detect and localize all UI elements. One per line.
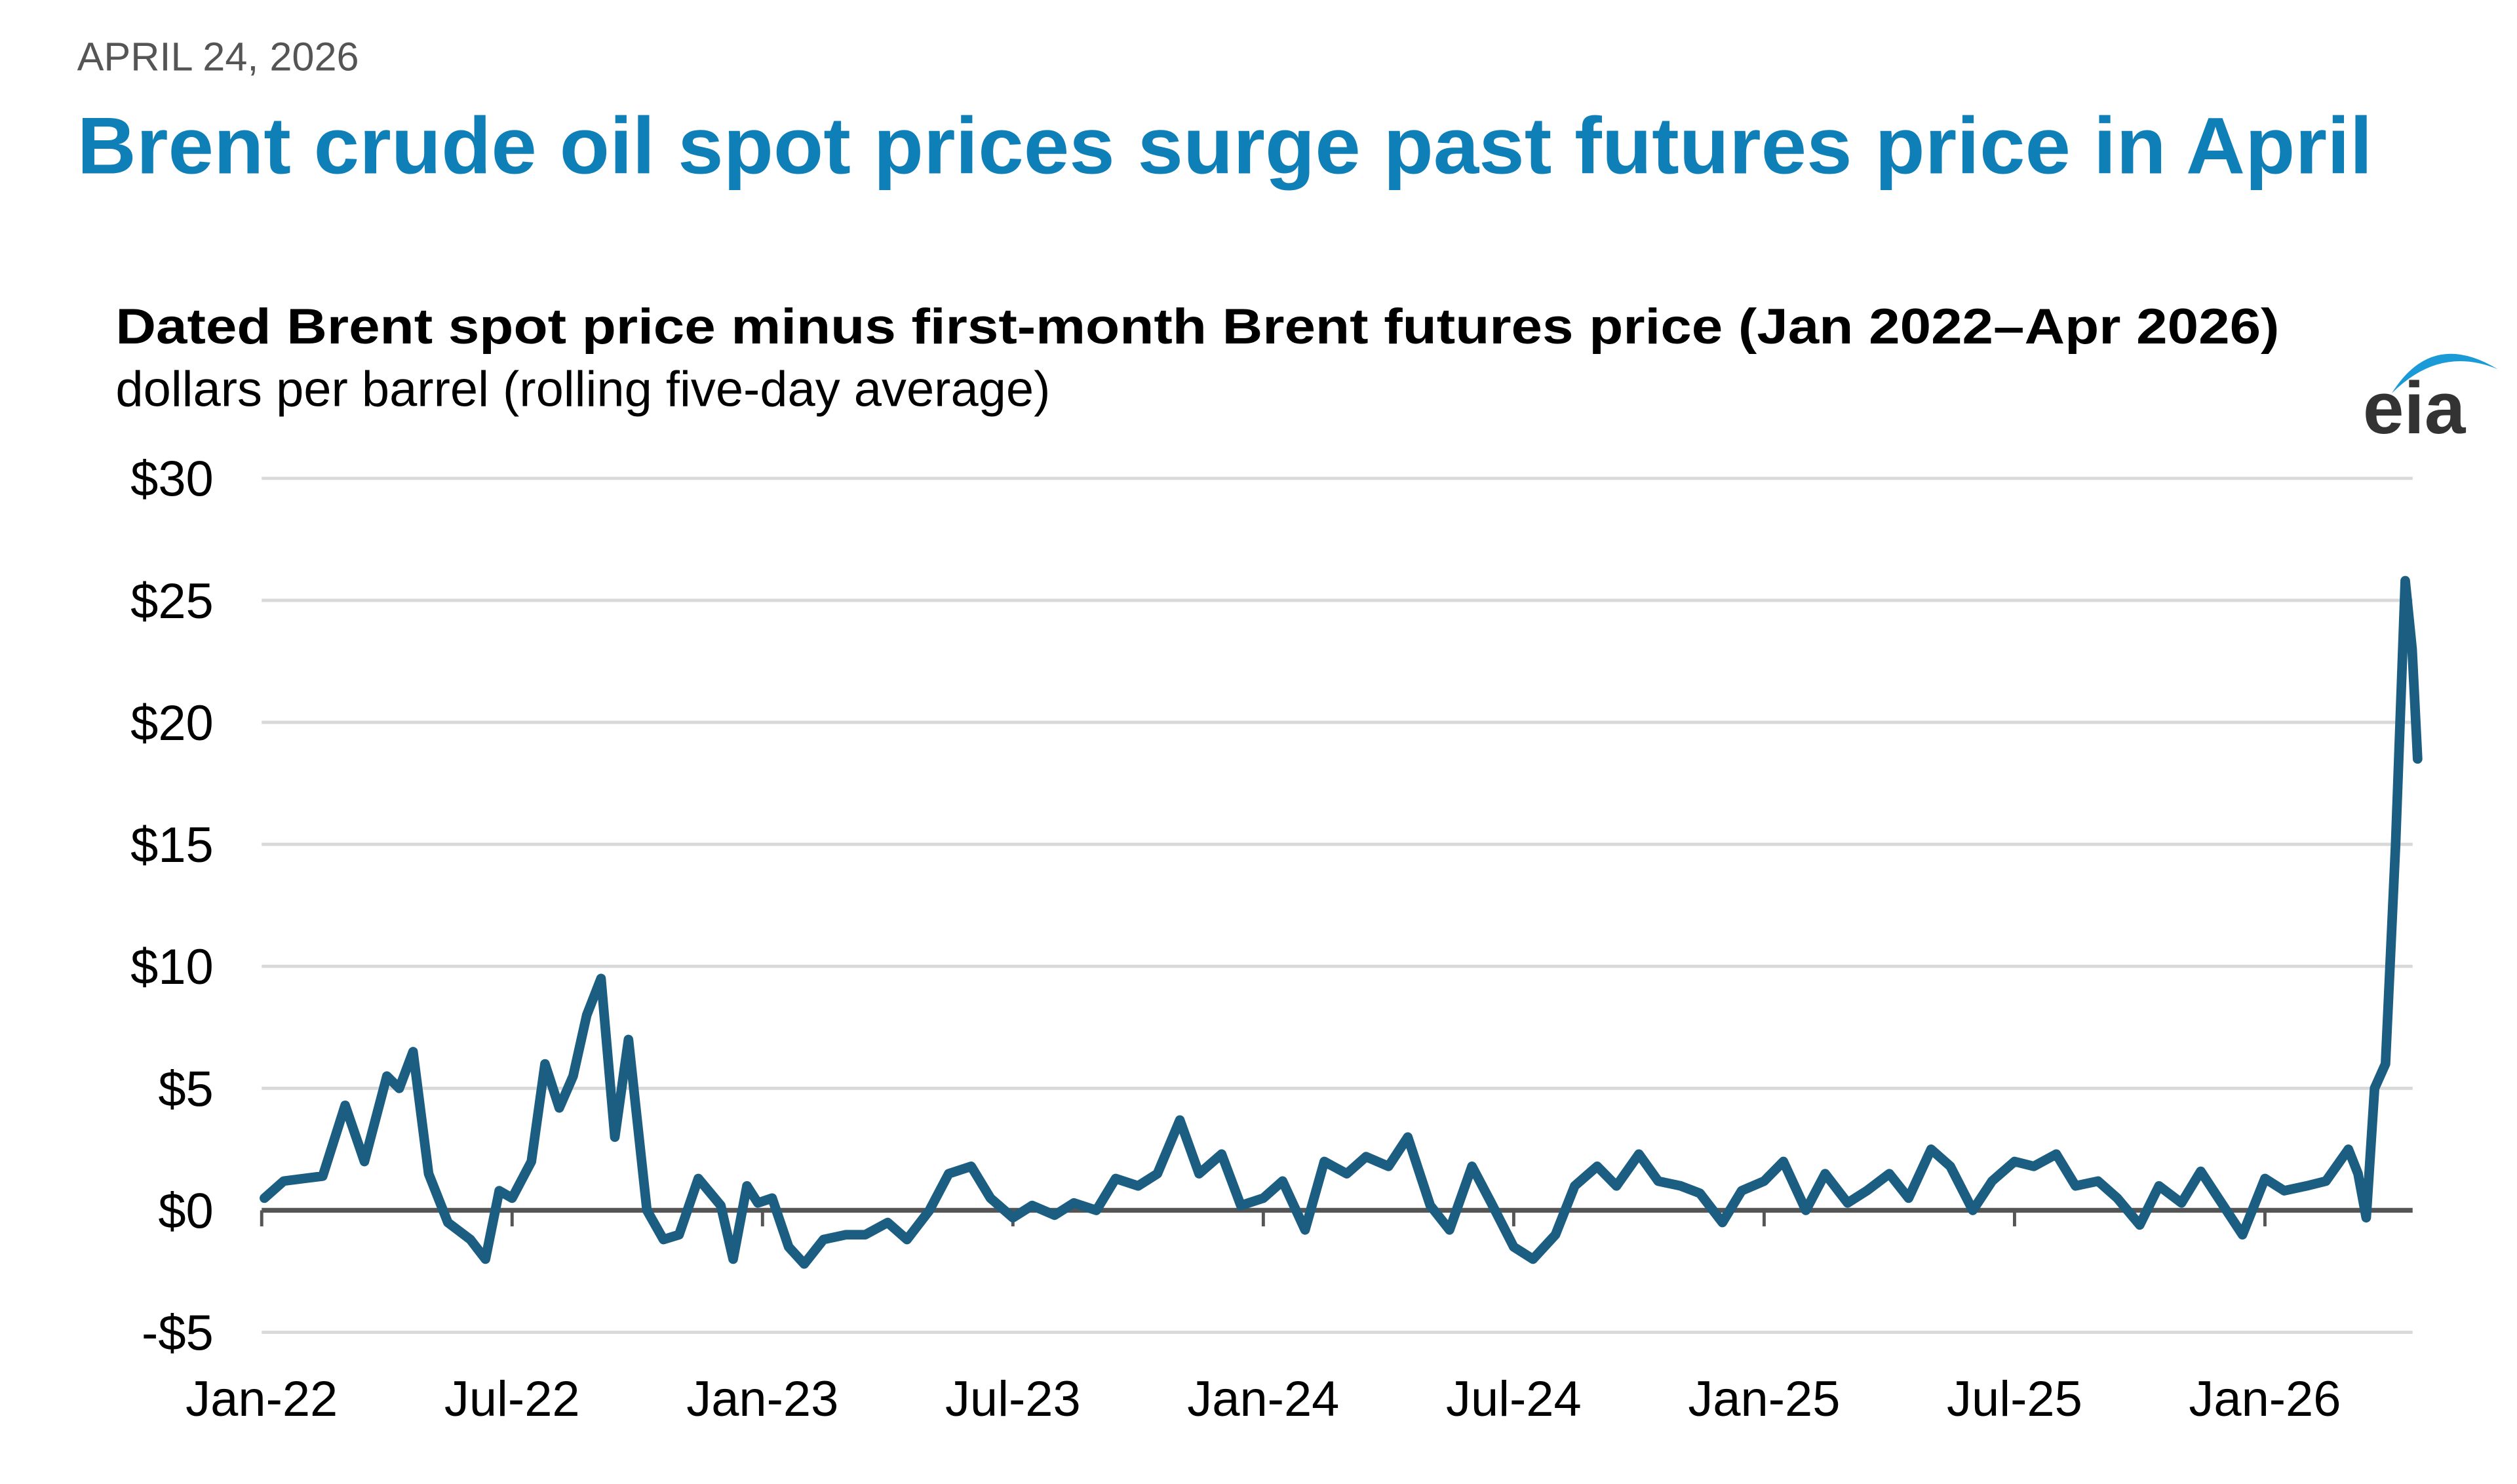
y-tick-label: $30 — [130, 452, 214, 507]
x-tick-label: Jul-22 — [444, 1371, 580, 1427]
chart-subtitle: dollars per barrel (rolling five-day ave… — [115, 362, 1050, 418]
x-tick-label: Jan-25 — [1688, 1371, 1840, 1427]
page-title: Brent crude oil spot prices surge past f… — [77, 100, 2373, 190]
y-tick-label: $0 — [158, 1183, 213, 1239]
x-tick-label: Jul-25 — [1947, 1371, 2082, 1427]
x-tick-label: Jan-26 — [2189, 1371, 2341, 1427]
x-tick-label: Jan-24 — [1187, 1371, 1339, 1427]
series-line — [260, 576, 2423, 1269]
y-tick-label: $10 — [130, 939, 214, 995]
x-tick-label: Jan-22 — [185, 1371, 338, 1427]
x-tick-label: Jul-23 — [945, 1371, 1081, 1427]
x-tick-label: Jan-23 — [686, 1371, 838, 1427]
publication-date: APRIL 24, 2026 — [77, 35, 359, 79]
y-axis: $30 $25 $20 $15 $10 $5 $0 -$5 — [130, 452, 214, 1361]
y-tick-label: $5 — [158, 1061, 213, 1117]
logo-arc — [2391, 353, 2498, 393]
y-tick-label: $25 — [130, 574, 214, 629]
x-axis: Jan-22 Jul-22 Jan-23 Jul-23 Jan-24 Jul-24 Jan-… — [185, 1210, 2341, 1427]
y-tick-label: -$5 — [142, 1306, 214, 1361]
y-tick-label: $15 — [130, 817, 214, 873]
x-tick-label: Jul-24 — [1446, 1371, 1582, 1427]
y-tick-label: $20 — [130, 695, 214, 751]
eia-logo: eia — [2363, 353, 2498, 449]
logo-text: eia — [2363, 366, 2467, 449]
gridlines — [262, 477, 2413, 1335]
chart-title: Dated Brent spot price minus first-month… — [115, 299, 2279, 355]
